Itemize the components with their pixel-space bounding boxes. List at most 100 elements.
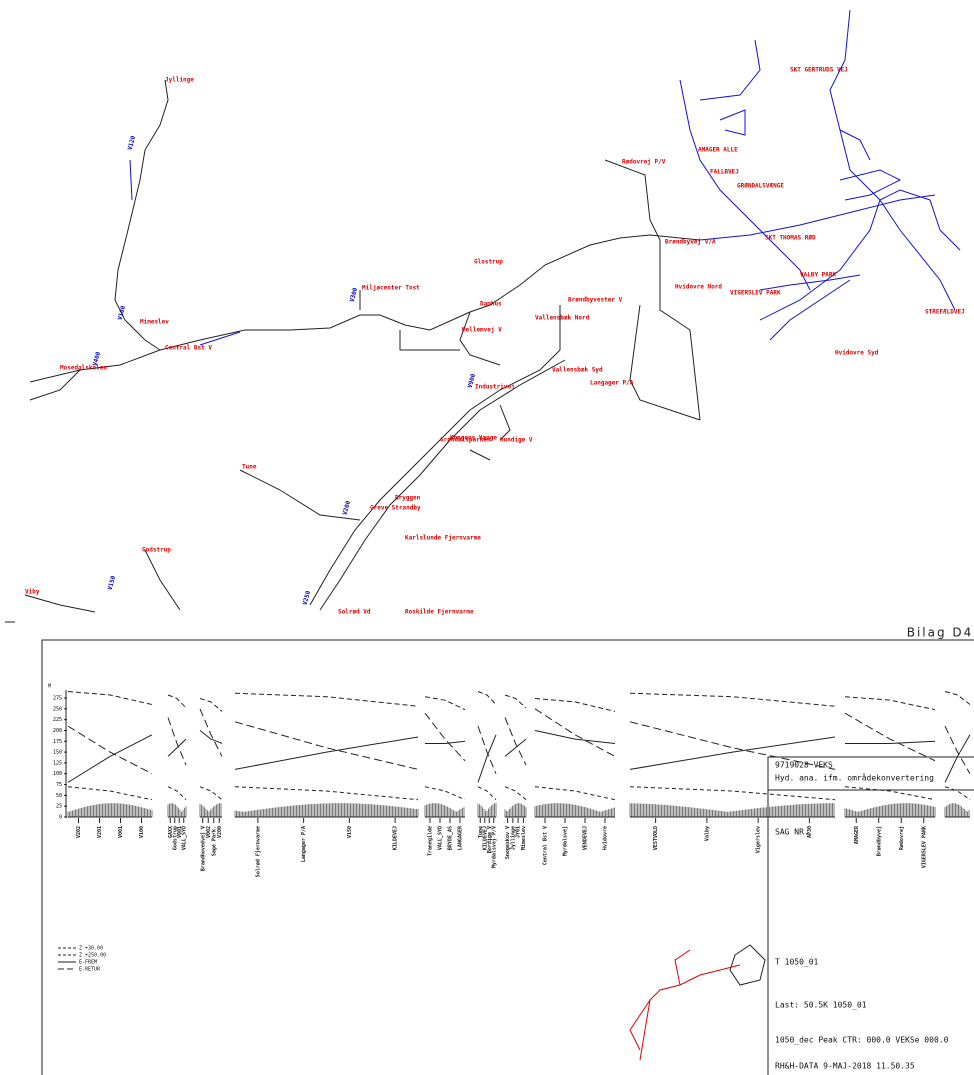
y-tick-label: 275: [53, 696, 62, 702]
station-label: AMAGER: [854, 825, 860, 844]
map-label: Jyllinge: [165, 77, 194, 84]
map-label: Brøndbyvester V: [568, 297, 623, 304]
return-line: [167, 717, 187, 766]
static-line: [534, 697, 616, 712]
low-line: [844, 786, 936, 801]
terrain-hatch: [534, 803, 615, 817]
supply-line: [234, 736, 419, 770]
map-label: Bryggen: [395, 495, 421, 502]
profile-frame: [41, 639, 974, 1075]
terrain-hatch: [504, 803, 527, 817]
map-label: Solrød Vd: [338, 609, 371, 616]
terrain-hatch: [944, 803, 970, 817]
y-tick-label: 150: [53, 750, 62, 756]
sheet-label: Bilag D4: [907, 626, 974, 640]
return-line: [629, 721, 836, 770]
map-label: Glostrup: [474, 259, 503, 266]
map-label: Mellemvej V: [462, 327, 502, 334]
map-label: Grøndalsparken: [440, 437, 491, 444]
network-map: [24, 79, 701, 613]
map-label: Langager P/A: [590, 380, 634, 387]
return-line: [234, 721, 419, 770]
station-label: Brandhovedvej V: [199, 826, 206, 871]
y-tick-label: 25: [56, 804, 62, 810]
project: 9719028 VEKS: [775, 761, 833, 770]
station-label: VENDEVEJ: [583, 826, 589, 850]
station-label: Myrdalsvej: [562, 826, 569, 856]
station-label: V201: [97, 826, 103, 838]
return-line: [504, 717, 527, 766]
load: Last: 50.5K 1050_01: [775, 1001, 867, 1010]
map-label: VIGERSLEV PARK: [730, 290, 781, 297]
static-line: [629, 692, 836, 707]
low-line: [944, 786, 971, 801]
supply-line: [477, 734, 497, 783]
terrain-hatch: [844, 803, 936, 817]
supply-line: [167, 738, 187, 757]
map-label: Roskilde Fjernvarme: [405, 609, 474, 616]
return-line: [199, 708, 223, 757]
map-label: Hvidovre Syd: [835, 350, 879, 357]
map-label: SKT THOMAS RØD: [765, 235, 816, 242]
map-label: VALBY PARK: [800, 272, 837, 279]
station-label: Tune: [478, 826, 484, 838]
subtitle: Hyd. ana. ifm. områdekonvertering: [775, 773, 934, 783]
map-label: Mosedalskolen: [60, 365, 107, 372]
static-line: [844, 696, 936, 711]
map-tag: V200: [342, 500, 353, 516]
station-label: V200: [217, 826, 223, 838]
y-tick-label: 100: [53, 771, 62, 777]
station-label: BRYDE_AS: [448, 826, 454, 850]
station-label: AP30: [807, 826, 813, 838]
terrain-hatch: [199, 803, 222, 817]
legend-label: Z +30.00: [79, 946, 103, 952]
station-label: Brøndbyvej: [875, 826, 882, 856]
y-tick-label: 175: [53, 739, 62, 745]
station-label: Central Bst V: [543, 826, 549, 865]
y-tick-label: 0: [59, 815, 62, 821]
locator-map: [729, 944, 766, 986]
map-label: Miljøcenter Tost: [362, 285, 420, 292]
map-tag: V250: [302, 590, 313, 606]
station-label: V100: [139, 826, 145, 838]
peak: 1050_dec Peak CTR: 000.0 VEKSe 000.0: [775, 1036, 949, 1045]
station-label: JY01: [516, 826, 522, 838]
low-line: [504, 786, 527, 801]
station-label: V001: [177, 826, 183, 838]
station-label: Mimeslev: [521, 826, 527, 850]
low-line: [199, 786, 223, 801]
title-block: [767, 756, 974, 1075]
supply-line: [534, 729, 616, 744]
static-line: [944, 691, 971, 705]
map-label: Viby: [25, 589, 40, 596]
map-label: Industrivej: [475, 384, 515, 391]
station-label: Valby: [704, 826, 710, 841]
return-line: [534, 708, 616, 757]
station-label: V202: [76, 826, 82, 838]
y-tick-label: 75: [56, 782, 62, 788]
station-label: VIGERSLEV PARK: [921, 826, 927, 868]
station-label: V150: [347, 826, 353, 838]
station-label: Sage Park.: [211, 826, 217, 856]
map-tag: V400: [92, 351, 103, 367]
map-tag: V120: [127, 135, 138, 151]
y-tick-label: 200: [53, 728, 62, 734]
supply-line: [199, 730, 223, 744]
supply-line: [944, 734, 971, 783]
low-line: [424, 786, 466, 801]
network-map-city: [129, 9, 961, 346]
map-label: Kongens Vænge: [450, 435, 497, 442]
locator-network: [629, 949, 741, 1061]
map-label: STREFÆLDVEJ: [925, 309, 965, 316]
map-tag: V300: [349, 287, 360, 303]
map-label: FALLBVEJ: [710, 169, 739, 176]
station-label: Hvidovre: [603, 826, 609, 850]
terrain-hatch: [234, 803, 419, 817]
low-line: [477, 786, 497, 801]
legend-label: Z +250.00: [79, 953, 106, 959]
supply-line: [629, 736, 836, 770]
map-label: Tune: [242, 464, 257, 471]
static-line: [67, 691, 153, 705]
station-label: Bordige V: [487, 826, 493, 853]
return-line: [477, 725, 497, 774]
